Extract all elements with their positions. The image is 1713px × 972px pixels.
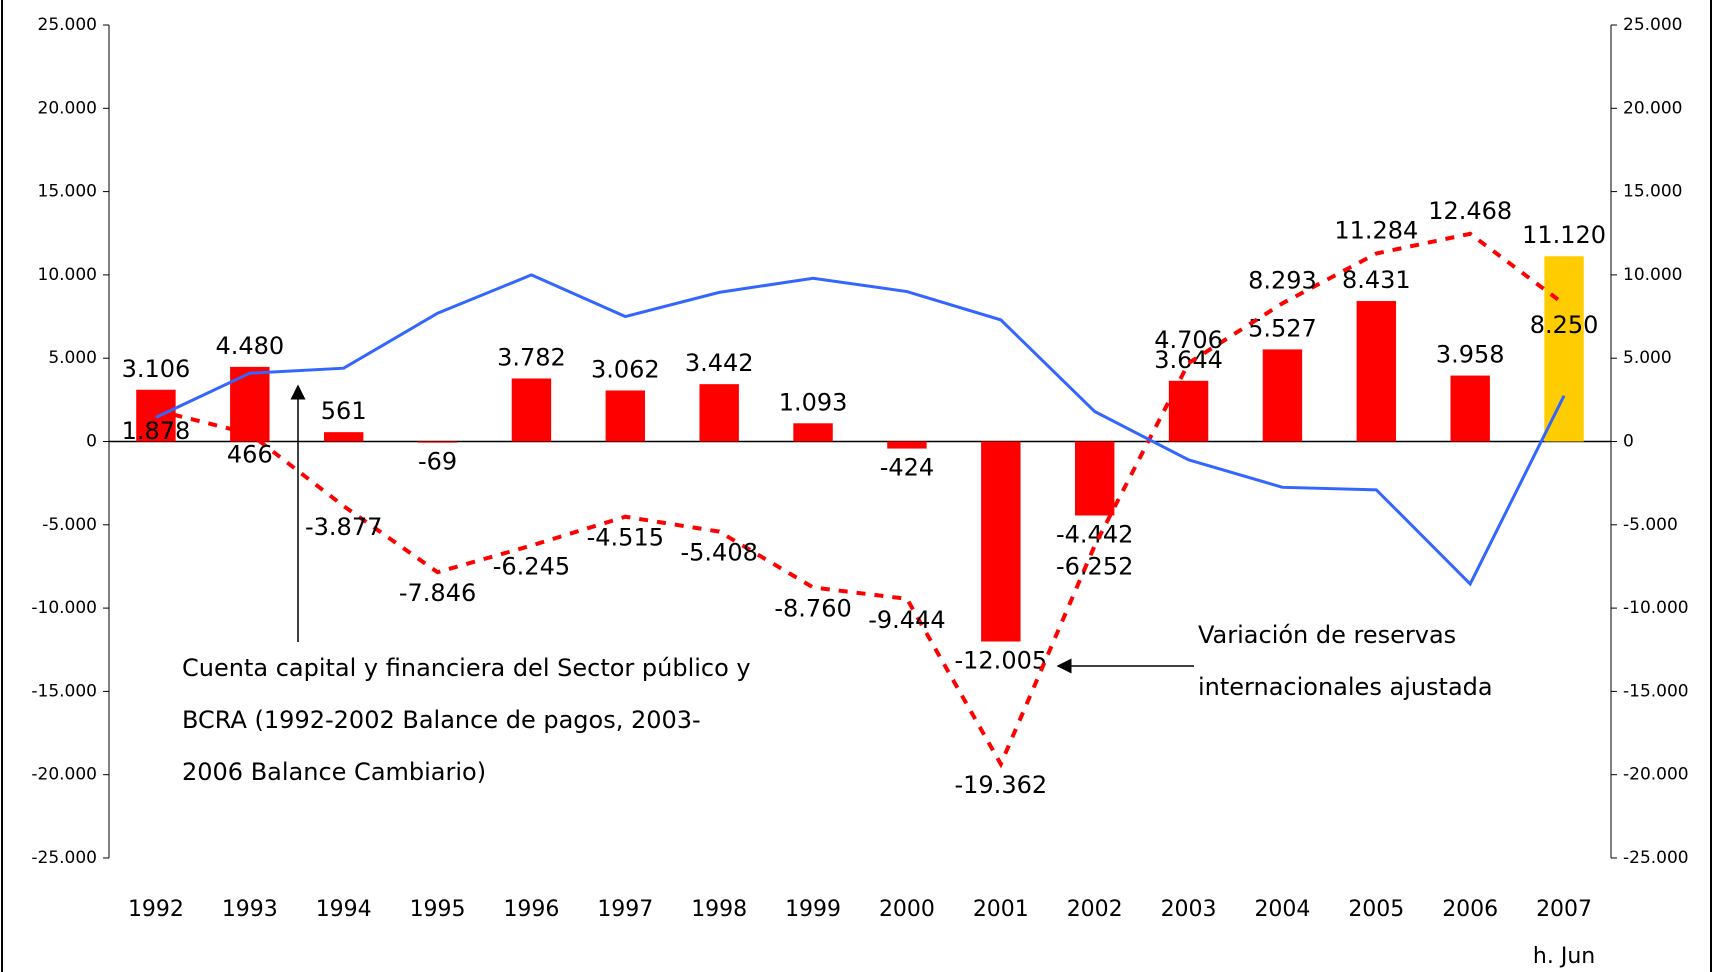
bar-label: 3.958 [1436,341,1505,369]
x-tick-label: 2007 [1536,897,1592,922]
bar-label: 3.062 [591,355,660,383]
line-label: -4.515 [587,524,664,552]
x-tick-label: 1994 [316,897,372,922]
bar-label: 3.106 [122,355,191,383]
y-tick-label: 0 [86,432,97,452]
x-tick-label: 2003 [1161,897,1217,922]
y-tick-label: 5.000 [48,348,97,368]
y2-tick-label: 5.000 [1623,348,1672,368]
y2-tick-label: -15.000 [1623,681,1689,701]
line-label: -9.444 [868,606,945,634]
y-tick-label: -5.000 [42,515,97,535]
line-label: -6.245 [493,553,570,581]
bar-label: 3.442 [685,349,754,377]
x-tick-label: 2006 [1442,897,1498,922]
x-tick-label: 1998 [691,897,747,922]
y2-tick-label: 0 [1623,432,1634,452]
x-tick-label: 1997 [597,897,653,922]
y2-tick-label: -25.000 [1623,848,1689,868]
bar-label: 5.527 [1248,314,1317,342]
bar-label: -4.442 [1056,521,1133,549]
annotation: 2006 Balance Cambiario) [182,758,486,786]
bar-label: 3.782 [497,343,566,371]
line-label: 11.284 [1334,217,1418,245]
x-tick-label: 2004 [1254,897,1310,922]
y2-tick-label: 15.000 [1623,182,1682,202]
line-label: 12.468 [1428,197,1512,225]
y-tick-label: -10.000 [31,598,97,618]
line-label: 466 [227,441,273,469]
bar-label: -12.005 [954,647,1047,675]
bar [605,390,646,442]
line-label: 4.706 [1154,326,1223,354]
annotation: internacionales ajustada [1198,673,1493,701]
bar-label: -424 [880,454,934,482]
x-tick-label: 2002 [1067,897,1123,922]
line-label: 8.293 [1248,266,1317,294]
bar [1074,441,1115,516]
annotation: Variación de reservas [1198,621,1456,649]
y-tick-label: 15.000 [38,182,97,202]
bar [1450,375,1490,442]
bar-label: 1.093 [779,388,848,416]
y2-tick-label: 20.000 [1623,98,1682,118]
bar-label: 11.120 [1522,221,1606,249]
line-label: -7.846 [399,579,476,607]
line-label: 1.878 [122,417,191,445]
y-tick-label: 10.000 [38,265,97,285]
bar [136,389,176,442]
x-tick-label: 2000 [879,897,935,922]
line-label: -19.362 [954,771,1047,799]
y2-tick-label: -5.000 [1623,515,1678,535]
bar [793,423,833,442]
x-tick-label: 1996 [503,897,559,922]
x-tick-label: 2005 [1348,897,1404,922]
y2-tick-label: -20.000 [1623,765,1689,785]
bar [1544,256,1584,442]
line-label: -8.760 [774,594,851,622]
bar-label: 4.480 [215,332,284,360]
y-tick-label: -25.000 [31,848,97,868]
annotation: BCRA (1992-2002 Balance de pagos, 2003- [182,706,701,734]
x-tick-label: 1992 [128,897,184,922]
bar [699,384,739,442]
y2-tick-label: 10.000 [1623,265,1682,285]
y-tick-label: -15.000 [31,681,97,701]
x-tick-label: 1995 [410,897,466,922]
bar-label: 561 [321,397,367,425]
line [155,273,1566,587]
bar [417,441,458,443]
x-note: h. Jun [1533,944,1595,969]
y-tick-label: 25.000 [38,15,97,35]
bar [887,441,927,449]
x-tick-label: 1999 [785,897,841,922]
line-label: 8.250 [1530,311,1599,339]
bar [981,441,1021,642]
bar-label: -69 [418,448,457,476]
x-tick-label: 1993 [222,897,278,922]
y-tick-label: -20.000 [31,765,97,785]
bar [1356,301,1397,442]
line-label: -6.252 [1056,553,1133,581]
x-tick-label: 2001 [973,897,1029,922]
dashed-line [155,231,1566,769]
y2-tick-label: 25.000 [1623,15,1682,35]
bar [323,432,364,442]
line-label: -3.877 [305,513,382,541]
y2-tick-label: -10.000 [1623,598,1689,618]
bar [1262,349,1303,442]
y-tick-label: 20.000 [38,98,97,118]
bar-label: 8.431 [1342,266,1411,294]
bar [511,378,552,442]
line-label: -5.408 [681,539,758,567]
annotation: Cuenta capital y financiera del Sector p… [182,654,751,682]
